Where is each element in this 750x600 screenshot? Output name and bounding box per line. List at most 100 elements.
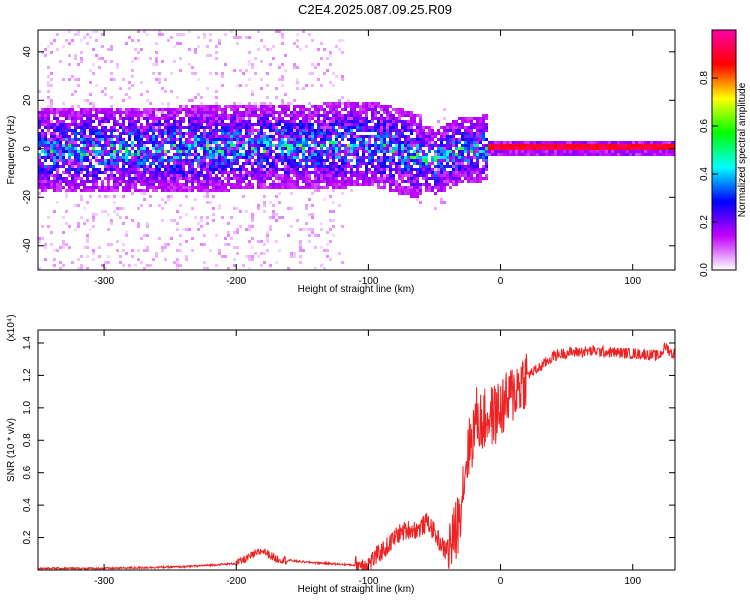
heatmap-cell xyxy=(305,150,308,153)
heatmap-cell xyxy=(374,138,377,141)
heatmap-cell xyxy=(458,171,461,174)
heatmap-cell xyxy=(509,141,512,144)
heatmap-cell xyxy=(74,138,77,141)
heatmap-cell xyxy=(245,177,248,180)
heatmap-cell xyxy=(317,120,320,123)
heatmap-cell xyxy=(422,144,425,147)
heatmap-cell xyxy=(158,123,161,126)
heatmap-cell xyxy=(257,114,260,117)
heatmap-cell xyxy=(407,123,410,126)
heatmap-cell xyxy=(248,267,251,270)
heatmap-cell xyxy=(251,171,254,174)
heatmap-cell xyxy=(137,144,140,147)
heatmap-cell xyxy=(338,48,341,51)
heatmap-cell xyxy=(155,129,158,132)
heatmap-cell xyxy=(143,111,146,114)
heatmap-cell xyxy=(290,132,293,135)
heatmap-cell xyxy=(359,156,362,159)
heatmap-cell xyxy=(389,135,392,138)
heatmap-cell xyxy=(104,60,107,63)
heatmap-cell xyxy=(479,168,482,171)
heatmap-cell xyxy=(497,141,500,144)
heatmap-cell xyxy=(284,135,287,138)
heatmap-cell xyxy=(455,120,458,123)
heatmap-cell xyxy=(389,147,392,150)
heatmap-cell xyxy=(266,153,269,156)
heatmap-cell xyxy=(227,105,230,108)
heatmap-cell xyxy=(140,156,143,159)
heatmap-cell xyxy=(83,150,86,153)
heatmap-cell xyxy=(80,150,83,153)
heatmap-cell xyxy=(308,108,311,111)
heatmap-cell xyxy=(236,231,239,234)
heatmap-cell xyxy=(101,57,104,60)
heatmap-cell xyxy=(50,144,53,147)
heatmap-cell xyxy=(404,120,407,123)
heatmap-cell xyxy=(464,138,467,141)
heatmap-cell xyxy=(128,162,131,165)
heatmap-cell xyxy=(203,129,206,132)
heatmap-cell xyxy=(62,108,65,111)
spectrogram-x-label: Height of straight line (km) xyxy=(298,284,415,295)
heatmap-cell xyxy=(350,132,353,135)
heatmap-cell xyxy=(470,120,473,123)
heatmap-cell xyxy=(206,108,209,111)
heatmap-cell xyxy=(152,120,155,123)
heatmap-cell xyxy=(239,210,242,213)
heatmap-cell xyxy=(155,255,158,258)
heatmap-cell xyxy=(410,153,413,156)
heatmap-cell xyxy=(383,138,386,141)
heatmap-cell xyxy=(209,159,212,162)
heatmap-cell xyxy=(572,141,575,144)
heatmap-cell xyxy=(335,183,338,186)
heatmap-cell xyxy=(329,183,332,186)
heatmap-cell xyxy=(209,105,212,108)
heatmap-cell xyxy=(155,150,158,153)
heatmap-cell xyxy=(74,117,77,120)
heatmap-cell xyxy=(314,246,317,249)
heatmap-cell xyxy=(335,138,338,141)
heatmap-cell xyxy=(251,126,254,129)
heatmap-cell xyxy=(470,123,473,126)
heatmap-cell xyxy=(626,150,629,153)
heatmap-cell xyxy=(335,147,338,150)
heatmap-cell xyxy=(428,162,431,165)
heatmap-cell xyxy=(653,144,656,147)
heatmap-cell xyxy=(374,168,377,171)
heatmap-cell xyxy=(95,114,98,117)
heatmap-cell xyxy=(326,69,329,72)
heatmap-cell xyxy=(392,153,395,156)
heatmap-cell xyxy=(68,111,71,114)
heatmap-cell xyxy=(317,162,320,165)
heatmap-cell xyxy=(344,123,347,126)
heatmap-cell xyxy=(122,249,125,252)
heatmap-cell xyxy=(116,213,119,216)
heatmap-cell xyxy=(74,57,77,60)
heatmap-cell xyxy=(188,123,191,126)
heatmap-cell xyxy=(461,147,464,150)
heatmap-cell xyxy=(320,159,323,162)
heatmap-cell xyxy=(308,126,311,129)
heatmap-cell xyxy=(50,183,53,186)
heatmap-cell xyxy=(47,81,50,84)
heatmap-cell xyxy=(398,147,401,150)
heatmap-cell xyxy=(392,168,395,171)
heatmap-cell xyxy=(572,153,575,156)
heatmap-cell xyxy=(647,150,650,153)
heatmap-cell xyxy=(344,114,347,117)
heatmap-cell xyxy=(299,126,302,129)
heatmap-cell xyxy=(47,129,50,132)
heatmap-cell xyxy=(350,189,353,192)
heatmap-cell xyxy=(179,33,182,36)
heatmap-cell xyxy=(500,144,503,147)
heatmap-cell xyxy=(38,156,41,159)
heatmap-cell xyxy=(248,147,251,150)
heatmap-cell xyxy=(485,114,488,117)
heatmap-cell xyxy=(116,180,119,183)
heatmap-cell xyxy=(122,171,125,174)
heatmap-cell xyxy=(86,150,89,153)
heatmap-cell xyxy=(233,258,236,261)
x-tick-label: 0 xyxy=(498,276,504,287)
heatmap-cell xyxy=(338,114,341,117)
heatmap-cell xyxy=(251,213,254,216)
